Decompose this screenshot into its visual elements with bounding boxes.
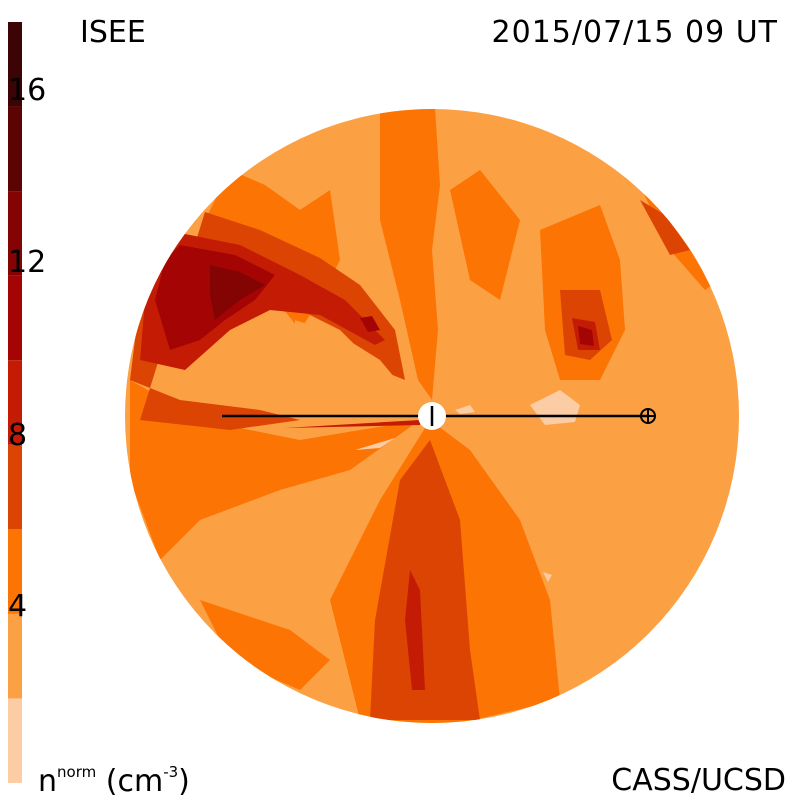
region-north-spike: [380, 109, 440, 400]
earth-marker: [640, 408, 656, 424]
region-nw-max: [210, 265, 265, 320]
credit-label: CASS/UCSD: [611, 763, 786, 798]
colorbar-segment-5: [8, 275, 22, 361]
region-sw-low: [355, 438, 395, 450]
colorbar-segment-4: [8, 360, 22, 445]
colorbar-tick-16: 16: [8, 73, 47, 108]
region-inner-light: [295, 320, 405, 400]
region-west-filament: [285, 420, 420, 428]
colorbar: [8, 22, 22, 783]
region-south-core: [370, 440, 480, 720]
region-ne-core: [640, 200, 690, 255]
region-n-patch: [450, 170, 520, 300]
colorbar-segment-7: [8, 106, 22, 192]
colorbar-segment-6: [8, 191, 22, 276]
colorbar-tick-8: 8: [8, 418, 28, 453]
density-disk: [125, 109, 739, 723]
timestamp: 2015/07/15 09 UT: [491, 15, 778, 50]
colorbar-tick-12: 12: [8, 245, 47, 280]
region-nw-speck: [360, 316, 380, 332]
colorbar-segment-1: [8, 613, 22, 699]
org-label: ISEE: [80, 15, 146, 50]
region-east-peak: [578, 326, 594, 346]
region-south-low: [543, 572, 552, 582]
colorbar-label: nnorm (cm-3): [38, 763, 190, 799]
colorbar-tick-4: 4: [8, 589, 28, 624]
region-south-filament: [405, 570, 425, 690]
colorbar-segment-3: [8, 444, 22, 530]
colorbar-segment-0: [8, 698, 22, 783]
region-sw-edge: [200, 600, 330, 690]
colorbar-segment-2: [8, 529, 22, 614]
colorbar-segment-8: [8, 22, 22, 107]
region-center-low: [455, 405, 475, 414]
